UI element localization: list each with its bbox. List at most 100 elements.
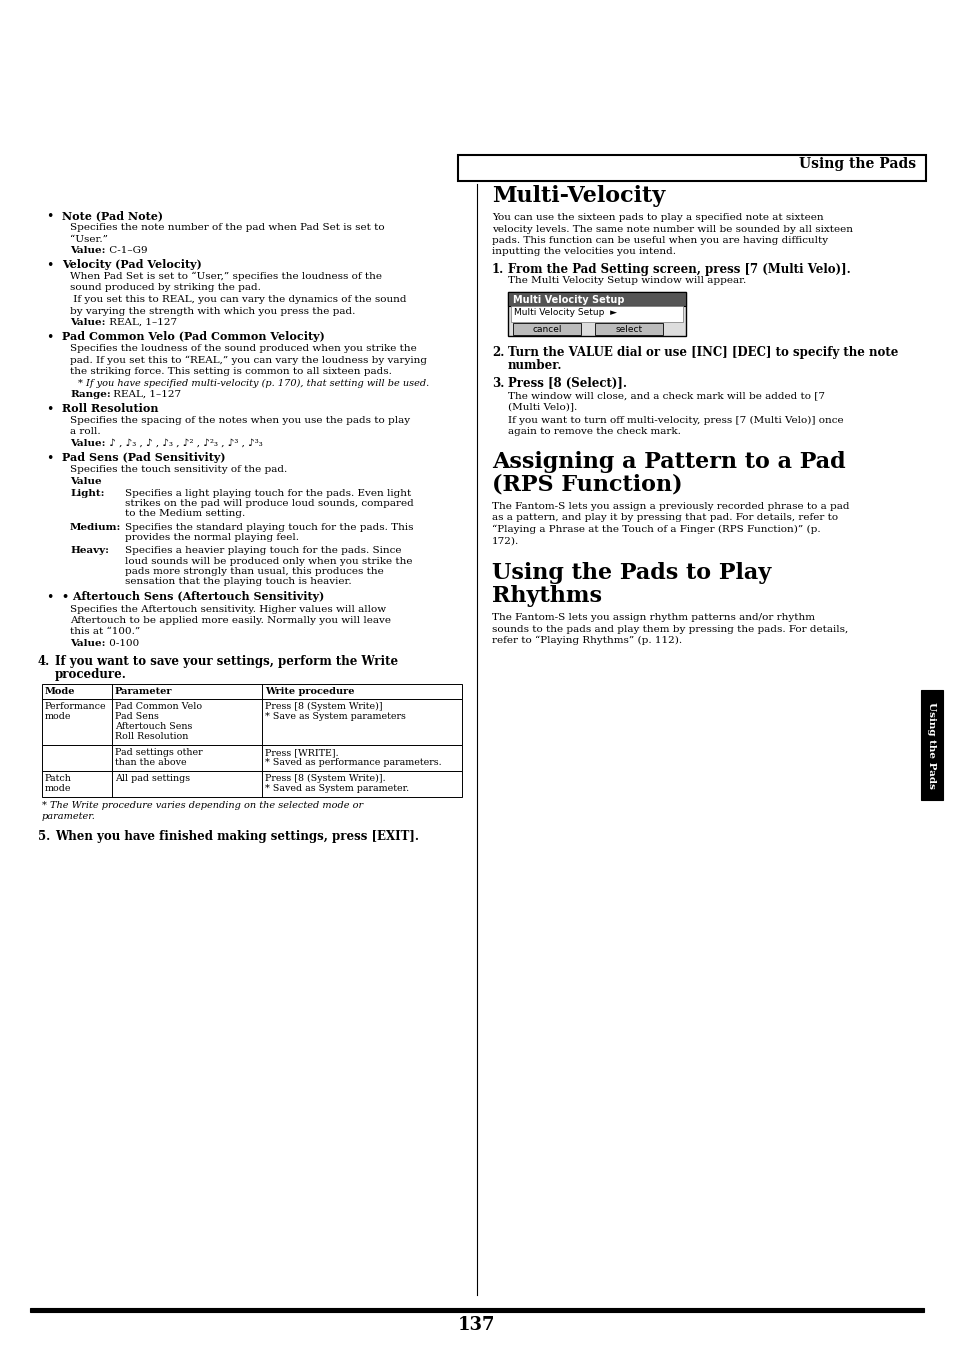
Text: a roll.: a roll. xyxy=(70,427,100,436)
Text: Note (Pad Note): Note (Pad Note) xyxy=(62,209,163,222)
Text: to the Medium setting.: to the Medium setting. xyxy=(125,509,245,519)
Text: Value:: Value: xyxy=(70,439,106,449)
Text: Multi Velocity Setup: Multi Velocity Setup xyxy=(513,295,624,305)
Text: Heavy:: Heavy: xyxy=(70,546,109,555)
Text: When Pad Set is set to “User,” specifies the loudness of the: When Pad Set is set to “User,” specifies… xyxy=(70,272,381,281)
Text: Roll Resolution: Roll Resolution xyxy=(62,403,158,413)
Text: Assigning a Pattern to a Pad: Assigning a Pattern to a Pad xyxy=(492,451,844,473)
Text: * Save as System parameters: * Save as System parameters xyxy=(265,712,405,721)
Text: * The Write procedure varies depending on the selected mode or: * The Write procedure varies depending o… xyxy=(42,801,363,811)
Text: 0-100: 0-100 xyxy=(106,639,139,648)
Text: Using the Pads to Play: Using the Pads to Play xyxy=(492,562,770,584)
Text: pad. If you set this to “REAL,” you can vary the loudness by varying: pad. If you set this to “REAL,” you can … xyxy=(70,355,427,365)
Text: Medium:: Medium: xyxy=(70,523,121,531)
Text: loud sounds will be produced only when you strike the: loud sounds will be produced only when y… xyxy=(125,557,412,566)
Text: •: • xyxy=(47,331,53,345)
Text: Specifies a light playing touch for the pads. Even light: Specifies a light playing touch for the … xyxy=(125,489,411,497)
Bar xyxy=(42,684,461,698)
Text: procedure.: procedure. xyxy=(55,667,127,681)
Text: pads. This function can be useful when you are having difficulty: pads. This function can be useful when y… xyxy=(492,236,827,245)
Text: sounds to the pads and play them by pressing the pads. For details,: sounds to the pads and play them by pres… xyxy=(492,624,847,634)
Text: 4.: 4. xyxy=(38,655,51,667)
Text: as a pattern, and play it by pressing that pad. For details, refer to: as a pattern, and play it by pressing th… xyxy=(492,513,838,523)
Text: velocity levels. The same note number will be sounded by all sixteen: velocity levels. The same note number wi… xyxy=(492,224,852,234)
Text: (Multi Velo)].: (Multi Velo)]. xyxy=(507,403,577,412)
Text: Write procedure: Write procedure xyxy=(265,688,355,696)
Text: than the above: than the above xyxy=(115,758,187,767)
Text: Patch: Patch xyxy=(45,774,71,784)
Text: inputting the velocities you intend.: inputting the velocities you intend. xyxy=(492,247,676,257)
Text: ♪ , ♪₃ , ♪ , ♪₃ , ♪² , ♪²₃ , ♪³ , ♪³₃: ♪ , ♪₃ , ♪ , ♪₃ , ♪² , ♪²₃ , ♪³ , ♪³₃ xyxy=(106,439,262,449)
Text: Specifies the note number of the pad when Pad Set is set to: Specifies the note number of the pad whe… xyxy=(70,223,384,232)
Text: Rhythms: Rhythms xyxy=(492,585,601,607)
Text: Specifies the Aftertouch sensitivity. Higher values will allow: Specifies the Aftertouch sensitivity. Hi… xyxy=(70,604,386,613)
Bar xyxy=(511,305,682,322)
Text: 5.: 5. xyxy=(38,830,51,843)
Text: •: • xyxy=(47,592,53,604)
Text: Turn the VALUE dial or use [INC] [DEC] to specify the note: Turn the VALUE dial or use [INC] [DEC] t… xyxy=(507,346,898,359)
Text: by varying the strength with which you press the pad.: by varying the strength with which you p… xyxy=(70,307,355,316)
Bar xyxy=(595,323,662,335)
Text: From the Pad Setting screen, press [7 (Multi Velo)].: From the Pad Setting screen, press [7 (M… xyxy=(507,263,850,276)
Text: Pad Common Velo (Pad Common Velocity): Pad Common Velo (Pad Common Velocity) xyxy=(62,331,324,342)
Bar xyxy=(30,1308,923,1312)
Text: Roll Resolution: Roll Resolution xyxy=(115,732,188,740)
Text: again to remove the check mark.: again to remove the check mark. xyxy=(507,427,680,436)
Text: Specifies the loudness of the sound produced when you strike the: Specifies the loudness of the sound prod… xyxy=(70,345,416,353)
Text: The window will close, and a check mark will be added to [7: The window will close, and a check mark … xyxy=(507,390,824,400)
Text: If you want to save your settings, perform the Write: If you want to save your settings, perfo… xyxy=(55,655,397,667)
Text: select: select xyxy=(615,326,642,334)
Text: Specifies the touch sensitivity of the pad.: Specifies the touch sensitivity of the p… xyxy=(70,465,287,474)
Text: Press [8 (System Write)]: Press [8 (System Write)] xyxy=(265,703,382,711)
Text: cancel: cancel xyxy=(532,326,561,334)
Bar xyxy=(507,292,685,336)
Text: number.: number. xyxy=(507,359,562,372)
Text: “User.”: “User.” xyxy=(70,235,108,243)
Text: If you want to turn off multi-velocity, press [7 (Multi Velo)] once: If you want to turn off multi-velocity, … xyxy=(507,416,842,424)
Text: Multi Velocity Setup  ►: Multi Velocity Setup ► xyxy=(514,308,617,317)
Text: Using the Pads: Using the Pads xyxy=(926,701,936,789)
Text: Parameter: Parameter xyxy=(115,688,172,696)
Text: C-1–G9: C-1–G9 xyxy=(106,246,148,255)
Bar xyxy=(507,292,685,305)
Text: •: • xyxy=(47,403,53,416)
Text: * Saved as performance parameters.: * Saved as performance parameters. xyxy=(265,758,441,767)
Text: the striking force. This setting is common to all sixteen pads.: the striking force. This setting is comm… xyxy=(70,367,392,376)
Text: If you set this to REAL, you can vary the dynamics of the sound: If you set this to REAL, you can vary th… xyxy=(70,295,406,304)
Text: pads more strongly than usual, this produces the: pads more strongly than usual, this prod… xyxy=(125,567,383,576)
Text: Using the Pads: Using the Pads xyxy=(798,157,915,172)
Text: parameter.: parameter. xyxy=(42,812,95,821)
Text: Velocity (Pad Velocity): Velocity (Pad Velocity) xyxy=(62,259,201,270)
Text: Pad Common Velo: Pad Common Velo xyxy=(115,703,202,711)
Text: refer to “Playing Rhythms” (p. 112).: refer to “Playing Rhythms” (p. 112). xyxy=(492,636,681,646)
Text: REAL, 1–127: REAL, 1–127 xyxy=(106,317,177,327)
Text: 2.: 2. xyxy=(492,346,504,359)
Text: Pad settings other: Pad settings other xyxy=(115,748,202,757)
Text: Specifies the standard playing touch for the pads. This: Specifies the standard playing touch for… xyxy=(125,523,413,531)
Text: Value:: Value: xyxy=(70,246,106,255)
Bar xyxy=(513,323,580,335)
Text: 1.: 1. xyxy=(492,263,504,276)
Text: When you have finished making settings, press [EXIT].: When you have finished making settings, … xyxy=(55,830,418,843)
Text: mode: mode xyxy=(45,712,71,721)
Text: • Aftertouch Sens (Aftertouch Sensitivity): • Aftertouch Sens (Aftertouch Sensitivit… xyxy=(62,592,324,603)
Text: (RPS Function): (RPS Function) xyxy=(492,474,682,496)
Text: Aftertouch to be applied more easily. Normally you will leave: Aftertouch to be applied more easily. No… xyxy=(70,616,391,626)
Text: The Fantom-S lets you assign rhythm patterns and/or rhythm: The Fantom-S lets you assign rhythm patt… xyxy=(492,613,814,621)
Text: Value: Value xyxy=(70,477,102,485)
Text: Press [WRITE].: Press [WRITE]. xyxy=(265,748,338,757)
Text: strikes on the pad will produce loud sounds, compared: strikes on the pad will produce loud sou… xyxy=(125,499,414,508)
Text: •: • xyxy=(47,209,53,223)
Text: Performance: Performance xyxy=(45,703,107,711)
Text: Aftertouch Sens: Aftertouch Sens xyxy=(115,721,193,731)
Text: •: • xyxy=(47,259,53,272)
Bar xyxy=(920,690,942,800)
Bar xyxy=(42,744,461,771)
Bar xyxy=(42,698,461,744)
Text: Pad Sens (Pad Sensitivity): Pad Sens (Pad Sensitivity) xyxy=(62,453,225,463)
Text: Pad Sens: Pad Sens xyxy=(115,712,159,721)
Text: You can use the sixteen pads to play a specified note at sixteen: You can use the sixteen pads to play a s… xyxy=(492,213,822,222)
Text: mode: mode xyxy=(45,784,71,793)
Text: The Fantom-S lets you assign a previously recorded phrase to a pad: The Fantom-S lets you assign a previousl… xyxy=(492,503,848,511)
Bar xyxy=(457,155,925,181)
